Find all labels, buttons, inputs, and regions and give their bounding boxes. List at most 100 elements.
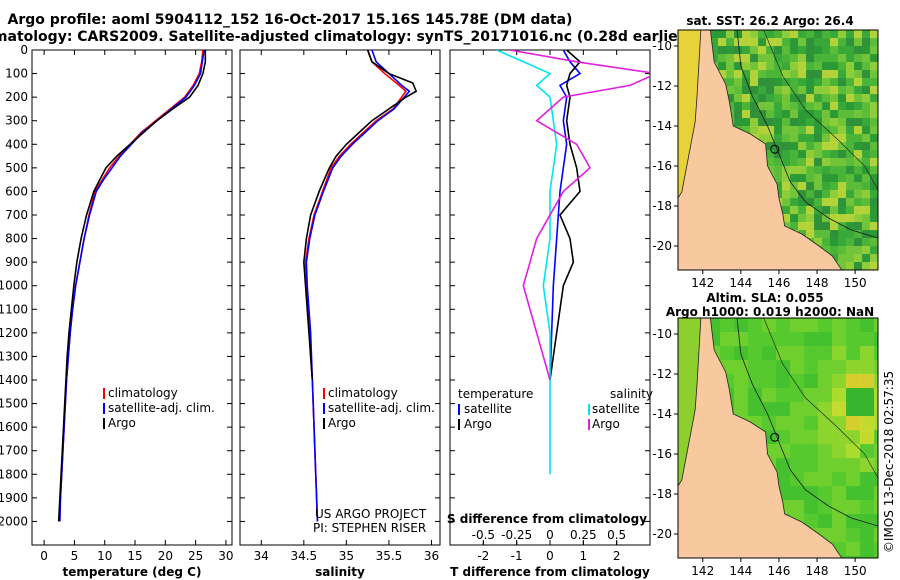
map-cell [814,198,823,207]
map-cell [862,214,871,223]
map-cell [734,62,743,71]
float-position-marker [770,144,780,154]
map-cell [766,134,775,143]
map-cell [846,110,855,119]
map-cell [854,62,863,71]
map-cell [822,142,831,151]
map-cell [846,94,855,103]
map-cell [830,158,839,167]
map-cell [862,62,871,71]
map-cell [814,214,823,223]
map-cell [854,198,863,207]
map-cell [814,54,823,63]
map-cell [806,38,815,47]
map-y-tick-label: -18 [652,199,672,213]
map-cell [874,416,878,431]
map-cell [782,182,791,191]
map-cell [806,54,815,63]
map-cell [870,134,878,143]
map-cell [838,126,847,135]
map-cell [798,110,807,119]
map-cell [874,472,878,487]
map-cell [860,332,875,347]
map-cell [818,360,833,375]
map-cell [832,402,847,417]
map-cell [806,222,815,231]
map-cell [790,54,799,63]
map-cell [710,30,719,39]
map-cell [782,54,791,63]
series-line [57,50,207,522]
map-cell [830,214,839,223]
y-tick-label: 900 [5,255,28,269]
map-cell [830,150,839,159]
map-cell [758,110,767,119]
map-cell [838,54,847,63]
map-cell [846,416,861,431]
map-cell [782,94,791,103]
map-cell [818,332,833,347]
map-cell [862,174,871,183]
map-cell [790,214,799,223]
map-cell [748,360,763,375]
x-tick-label: 25 [188,549,203,563]
map-cell [830,142,839,151]
map-cell [782,134,791,143]
map-cell [838,46,847,55]
map-cell [806,182,815,191]
y-tick-label: 400 [5,137,28,151]
map-cell [822,126,831,135]
x-tick-label: 36 [424,549,439,563]
map-cell [766,118,775,127]
depth-contour [763,318,878,479]
y-tick-label: 1200 [0,326,28,340]
map-cell [838,222,847,231]
map-cell [846,182,855,191]
map-cell [804,346,819,361]
map-cell [838,262,847,270]
map-cell [860,486,875,501]
map-cell [830,238,839,247]
map-cell [798,94,807,103]
map-cell [758,70,767,79]
map-cell [854,110,863,119]
y-tick-label: 700 [5,208,28,222]
map-cell [870,190,878,199]
map-cell [822,230,831,239]
map-cell [814,222,823,231]
map-cell [860,360,875,375]
map-cell [750,30,759,39]
map-cell [806,174,815,183]
map-cell [838,166,847,175]
map-cell [798,54,807,63]
depth-contour [763,30,878,191]
map-cell [838,254,847,263]
map-cell [742,126,751,135]
map-cell [874,430,878,445]
map-cell [854,238,863,247]
map-cell [804,360,819,375]
map-cell [830,94,839,103]
map-body [678,30,878,270]
map-cell [846,230,855,239]
map-cell [782,142,791,151]
map-cell [874,444,878,459]
map-cell [862,190,871,199]
map-cell [790,62,799,71]
map-cell [874,374,878,389]
map-cell [818,346,833,361]
map-cell [766,110,775,119]
map-cell [822,238,831,247]
map-cell [870,86,878,95]
map-cell [862,70,871,79]
x-tick-label: 35 [339,549,354,563]
map-cell [846,198,855,207]
map-cell [846,54,855,63]
map-cell [814,38,823,47]
map-cell [846,166,855,175]
x-tick-label: 0 [546,549,554,563]
s-diff-axis-label: S difference from climatology [447,512,647,526]
map-cell [846,458,861,473]
map-cell [822,246,831,255]
map-cell [806,86,815,95]
